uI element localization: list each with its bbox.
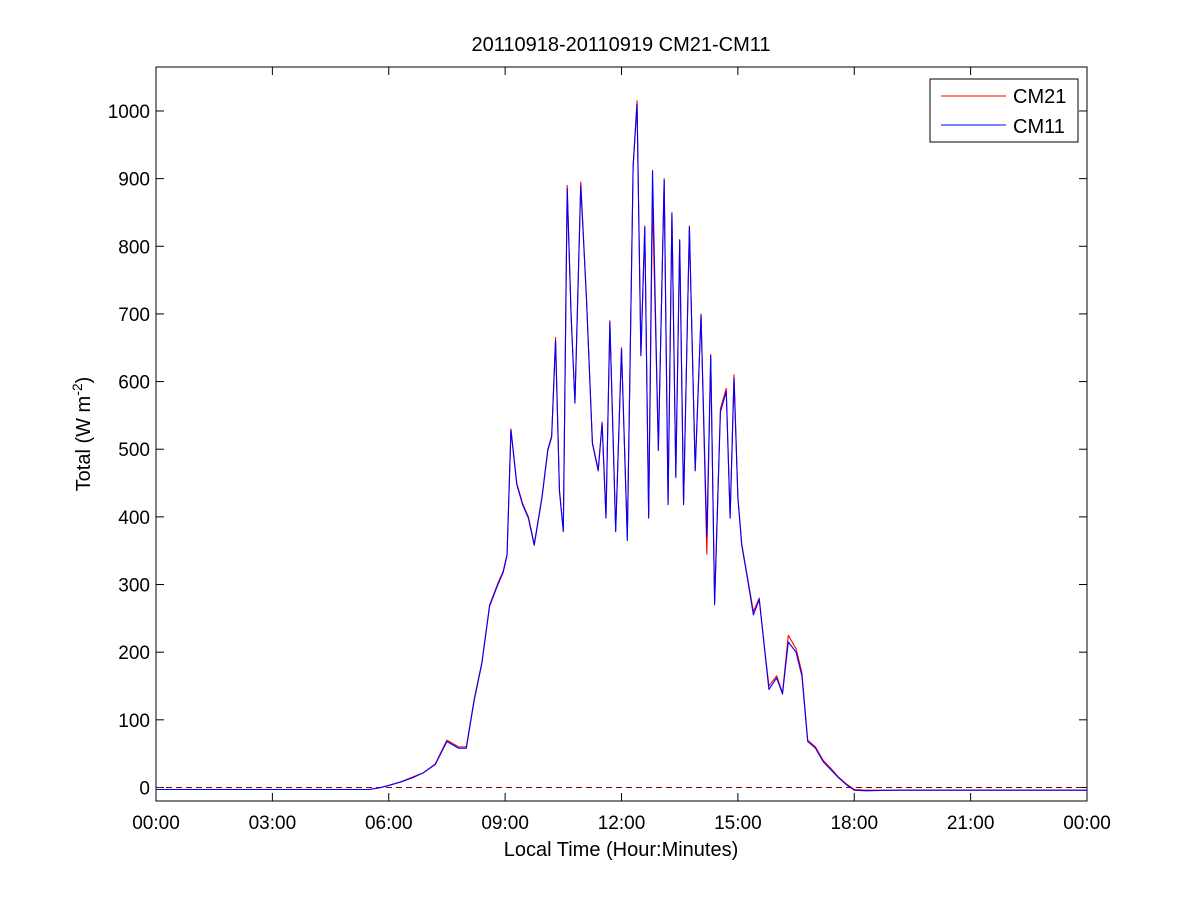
y-tick-label: 700 (118, 305, 150, 326)
chart-title: 20110918-20110919 CM21-CM11 (471, 34, 770, 56)
x-axis-ticks: 00:00 03:00 06:00 09:00 12:00 15:00 18:00 21:00… (132, 67, 1111, 834)
x-tick-label: 06:00 (365, 813, 413, 834)
y-axis-label: Total (W m-2) (69, 377, 95, 492)
y-axis-ticks: 0 100 200 300 400 500 600 700 800 900 1000 (108, 102, 1087, 799)
y-tick-label: 100 (118, 711, 150, 732)
legend-box (929, 78, 1079, 143)
x-tick-label: 03:00 (249, 813, 297, 834)
y-tick-label: 300 (118, 576, 150, 597)
y-tick-label: 400 (118, 508, 150, 529)
x-tick-label: 18:00 (830, 813, 878, 834)
y-axis-label-superscript: -2 (69, 383, 85, 396)
x-tick-label: 21:00 (947, 813, 995, 834)
series-line-cm11 (156, 103, 1087, 792)
legend-label-cm11: CM11 (1013, 116, 1065, 138)
x-tick-label: 12:00 (598, 813, 646, 834)
y-tick-label: 0 (139, 778, 150, 799)
x-axis-label: Local Time (Hour:Minutes) (504, 839, 739, 861)
y-tick-label: 800 (118, 237, 150, 258)
x-tick-label: 09:00 (481, 813, 529, 834)
x-tick-label: 00:00 (1063, 813, 1111, 834)
plot-area (155, 66, 1088, 802)
y-tick-label: 600 (118, 373, 150, 394)
series-layer (156, 100, 1087, 792)
x-tick-label: 15:00 (714, 813, 762, 834)
legend: CM21 CM11 (929, 78, 1079, 143)
x-tick-label: 00:00 (132, 813, 180, 834)
legend-label-cm21: CM21 (1013, 86, 1066, 108)
y-tick-label: 500 (118, 440, 150, 461)
y-tick-label: 900 (118, 170, 150, 191)
y-axis-label-main: Total (W m (73, 396, 95, 492)
y-tick-label: 1000 (108, 102, 150, 123)
y-tick-label: 200 (118, 643, 150, 664)
y-axis-label-end: ) (73, 377, 95, 384)
